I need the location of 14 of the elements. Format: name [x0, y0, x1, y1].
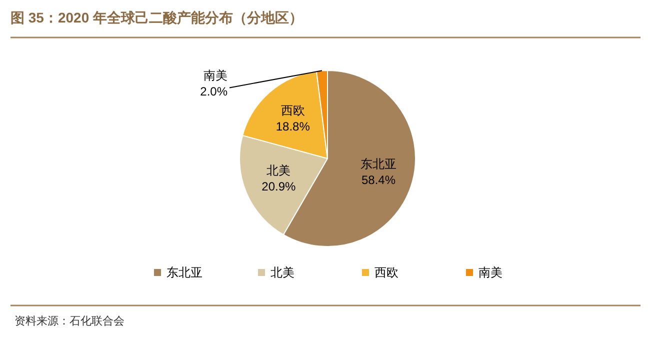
- text: 资料来源：石化联合会: [14, 314, 124, 328]
- slice-label: 西欧: [280, 104, 305, 118]
- slice-label: 东北亚: [360, 157, 396, 172]
- legend-label: 北美: [270, 266, 294, 280]
- legend-label: 东北亚: [166, 266, 202, 280]
- legend-label: 西欧: [374, 266, 398, 280]
- slice-label: 南美: [204, 68, 228, 83]
- data-label: 20.9%: [262, 180, 296, 194]
- data-label: 58.4%: [361, 173, 396, 188]
- slice-label: 北美: [266, 164, 291, 178]
- chart-title: 图 35：2020 年全球己二酸产能分布（分地区）: [10, 10, 303, 26]
- data-label: 2.0%: [200, 84, 228, 99]
- data-label: 18.8%: [276, 120, 310, 134]
- legend-label: 南美: [478, 266, 502, 280]
